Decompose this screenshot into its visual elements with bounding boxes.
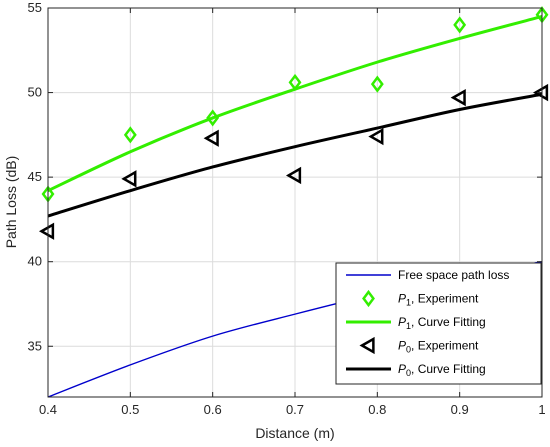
data-point (450, 88, 466, 107)
legend-label: P0, Experiment (398, 339, 479, 355)
legend-label-part: , Curve Fitting (411, 362, 486, 376)
legend-label-part: P (398, 339, 406, 353)
legend-label-part: , Curve Fitting (411, 315, 486, 329)
x-tick-label: 0.4 (39, 402, 57, 417)
data-point (123, 126, 137, 144)
x-axis-label: Distance (m) (255, 425, 334, 441)
y-tick-label: 35 (28, 338, 42, 353)
x-tick-label: 0.7 (286, 402, 304, 417)
data-point (453, 16, 467, 34)
series-4 (47, 92, 543, 218)
legend-label-subscript: 0 (406, 345, 411, 355)
legend-label: P1, Curve Fitting (398, 315, 486, 331)
data-point (370, 75, 384, 93)
legend-label-subscript: 0 (406, 368, 411, 378)
x-tick-label: 0.6 (204, 402, 222, 417)
series-2 (47, 15, 543, 193)
legend-label-part: P (398, 315, 406, 329)
series-line (47, 15, 543, 193)
legend-label-subscript: 1 (406, 321, 411, 331)
series-3 (38, 83, 549, 240)
y-axis-label: Path Loss (dB) (3, 156, 19, 249)
legend-marker (362, 289, 375, 308)
x-tick-label: 1 (538, 402, 545, 417)
legend-label-part: P (398, 292, 406, 306)
data-point (38, 222, 55, 240)
y-tick-label: 50 (28, 85, 42, 100)
data-point (203, 129, 219, 147)
data-point (368, 127, 384, 146)
legend-label-part: , Experiment (411, 339, 479, 353)
legend-label: P1, Experiment (398, 292, 479, 308)
series-layer (38, 6, 549, 398)
legend-label: Free space path loss (398, 268, 509, 282)
ticks: 0.4 0.5 0.6 0.7 0.8 0.9 1 35 40 45 50 55 (28, 0, 546, 417)
legend-label: P0, Curve Fitting (398, 362, 486, 378)
data-point (285, 166, 302, 185)
data-point (121, 170, 137, 188)
y-tick-label: 45 (28, 169, 42, 184)
y-tick-label: 55 (28, 0, 42, 15)
series-line (47, 92, 543, 218)
legend-label-subscript: 1 (406, 298, 411, 308)
legend-label-part: , Experiment (411, 292, 479, 306)
y-tick-label: 40 (28, 254, 42, 269)
legend-label-part: P (398, 362, 406, 376)
legend-marker (359, 336, 375, 355)
x-tick-label: 0.5 (121, 402, 139, 417)
legend-label-part: Free space path loss (398, 268, 509, 282)
x-tick-label: 0.9 (451, 402, 469, 417)
x-tick-label: 0.8 (368, 402, 386, 417)
